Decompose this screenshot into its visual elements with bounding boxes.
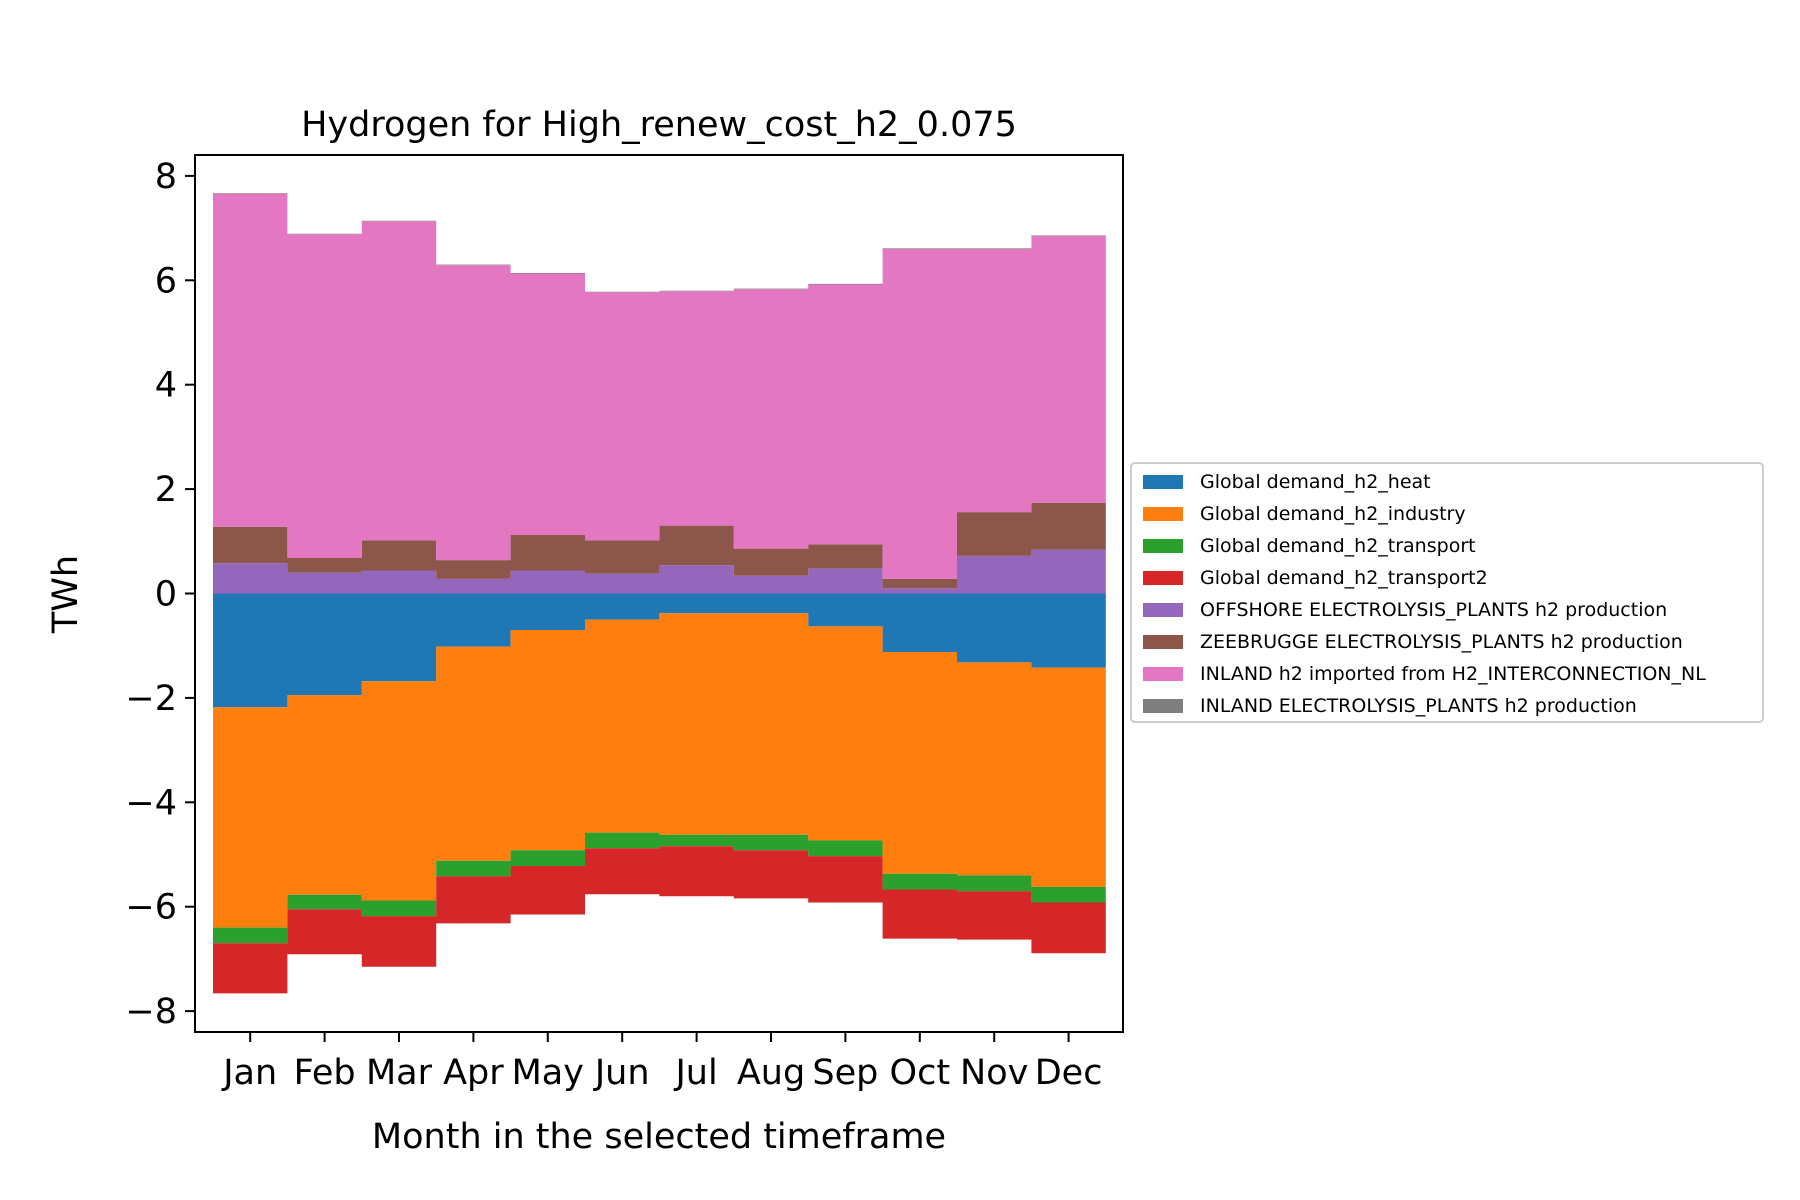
legend-items: Global demand_h2_heat Global demand_h2_in… bbox=[1143, 471, 1706, 717]
legend-swatch bbox=[1143, 539, 1183, 553]
y-tick-label: 4 bbox=[155, 366, 177, 406]
legend-swatch bbox=[1143, 635, 1183, 649]
x-tick-label: Jan bbox=[221, 1053, 277, 1093]
y-tick-label: −2 bbox=[125, 679, 177, 719]
legend-swatch bbox=[1143, 603, 1183, 617]
area-global-demand-h2-transport2 bbox=[213, 846, 1106, 994]
x-tick-label: Jul bbox=[673, 1053, 717, 1093]
legend-label: INLAND h2 imported from H2_INTERCONNECTI… bbox=[1200, 663, 1706, 685]
y-tick-label: −4 bbox=[125, 783, 177, 823]
legend-label: Global demand_h2_industry bbox=[1200, 503, 1466, 525]
y-tick-label: −8 bbox=[125, 992, 177, 1032]
legend-swatch bbox=[1143, 475, 1183, 489]
x-tick-label: Feb bbox=[294, 1053, 356, 1093]
x-tick-label: Aug bbox=[737, 1053, 805, 1093]
area-global-demand-h2-industry bbox=[213, 613, 1106, 928]
chart-areas bbox=[213, 193, 1106, 994]
legend-label: INLAND ELECTROLYSIS_PLANTS h2 production bbox=[1200, 695, 1637, 717]
legend-box bbox=[1130, 462, 1764, 723]
legend-label: OFFSHORE ELECTROLYSIS_PLANTS h2 producti… bbox=[1200, 599, 1667, 621]
y-axis: 8 6 4 2 0 −2 −4 −6 −8 bbox=[125, 157, 195, 1032]
x-tick-label: Oct bbox=[890, 1053, 951, 1093]
x-tick-label: Apr bbox=[443, 1053, 504, 1093]
x-tick-label: Jun bbox=[593, 1053, 650, 1093]
legend-swatch bbox=[1143, 699, 1183, 713]
legend: Global demand_h2_heat Global demand_h2_in… bbox=[1130, 462, 1764, 723]
y-tick-label: 2 bbox=[155, 470, 177, 510]
x-axis: Jan Feb Mar Apr May Jun Jul Aug Sep Oct Nov Dec bbox=[221, 1032, 1102, 1093]
y-tick-label: −6 bbox=[125, 888, 177, 928]
x-tick-label: Nov bbox=[960, 1053, 1028, 1093]
legend-swatch bbox=[1143, 507, 1183, 521]
y-tick-label: 0 bbox=[155, 575, 177, 615]
area-inland-h2-imported-from-h2-interconnection-nl bbox=[213, 193, 1106, 579]
y-axis-label: TWh bbox=[46, 555, 86, 634]
y-tick-label: 6 bbox=[155, 261, 177, 301]
legend-label: Global demand_h2_transport bbox=[1200, 535, 1476, 557]
area-zeebrugge-electrolysis-plants-h2-production bbox=[213, 502, 1106, 589]
legend-swatch bbox=[1143, 667, 1183, 681]
x-tick-label: May bbox=[512, 1053, 584, 1093]
x-tick-label: Sep bbox=[812, 1053, 878, 1093]
legend-label: Global demand_h2_heat bbox=[1200, 471, 1431, 493]
legend-label: Global demand_h2_transport2 bbox=[1200, 567, 1488, 589]
legend-swatch bbox=[1143, 571, 1183, 585]
x-tick-label: Mar bbox=[366, 1053, 433, 1093]
chart-title: Hydrogen for High_renew_cost_h2_0.075 bbox=[301, 105, 1017, 145]
y-tick-label: 8 bbox=[155, 157, 177, 197]
legend-label: ZEEBRUGGE ELECTROLYSIS_PLANTS h2 product… bbox=[1200, 631, 1683, 653]
x-tick-label: Dec bbox=[1035, 1053, 1103, 1093]
x-axis-label: Month in the selected timeframe bbox=[372, 1117, 946, 1157]
